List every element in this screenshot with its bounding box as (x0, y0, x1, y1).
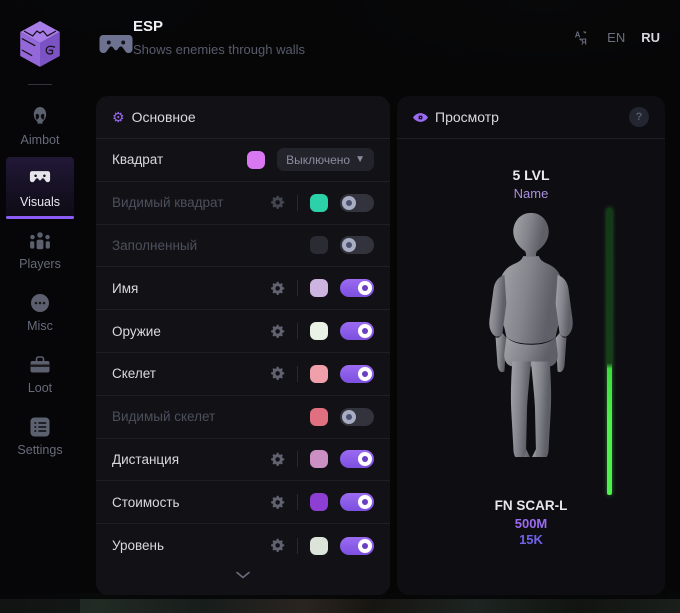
svg-text:Я: Я (581, 38, 587, 46)
svg-text:A: A (575, 31, 581, 40)
